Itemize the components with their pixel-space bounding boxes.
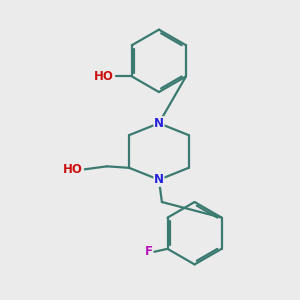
Text: H: H (103, 70, 113, 83)
Text: N: N (154, 117, 164, 130)
Text: O: O (100, 70, 110, 83)
Text: HO: HO (94, 70, 113, 83)
Text: N: N (154, 173, 164, 186)
Text: F: F (145, 245, 153, 258)
Text: HO: HO (63, 163, 83, 176)
